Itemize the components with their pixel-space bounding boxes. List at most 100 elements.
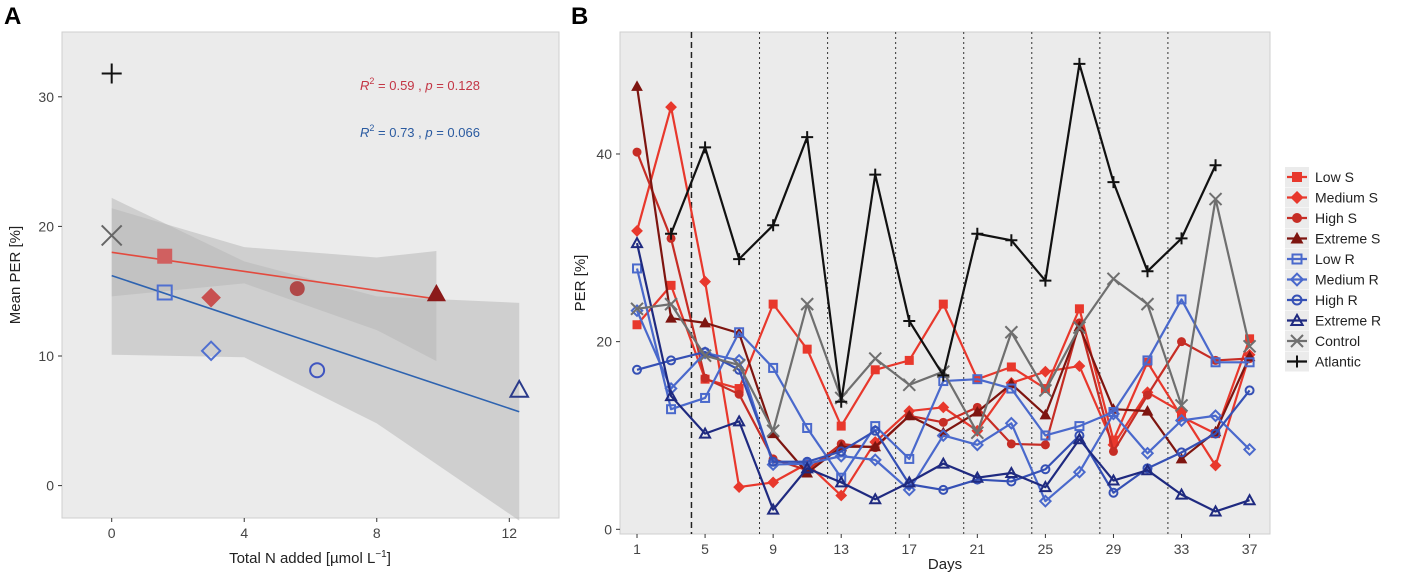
series-medium-r bbox=[630, 304, 1257, 508]
point-extreme-r bbox=[508, 378, 530, 398]
point-control bbox=[1004, 325, 1019, 339]
x-tick-label: 21 bbox=[970, 541, 986, 557]
x-tick-label: 17 bbox=[901, 541, 917, 557]
panel-a-x-ticks: 0 4 8 12 bbox=[108, 518, 517, 541]
point-control bbox=[902, 378, 916, 392]
point-control bbox=[1038, 383, 1053, 398]
point-low-r bbox=[700, 392, 711, 403]
point-extreme-r bbox=[834, 475, 848, 488]
legend-key-marker bbox=[1290, 334, 1304, 348]
legend-key-marker bbox=[1289, 312, 1305, 326]
point-medium-r bbox=[1140, 446, 1155, 460]
point-low-s bbox=[802, 344, 812, 354]
point-atlantic bbox=[1039, 274, 1052, 287]
point-extreme-s bbox=[631, 80, 643, 91]
point-medium-r bbox=[1004, 416, 1018, 430]
point-extreme-s bbox=[971, 405, 984, 417]
legend-label: Extreme S bbox=[1315, 231, 1380, 247]
point-medium-s bbox=[767, 476, 780, 489]
panel-a-confidence-bands bbox=[111, 197, 520, 521]
point-atlantic bbox=[971, 227, 984, 240]
legend-key-marker bbox=[1292, 213, 1302, 223]
x-tick-label: 5 bbox=[701, 541, 709, 557]
point-high-r bbox=[309, 362, 326, 379]
point-control bbox=[868, 351, 882, 366]
point-low-r bbox=[972, 374, 983, 385]
point-control bbox=[732, 358, 746, 372]
point-high-r bbox=[1210, 428, 1221, 439]
point-medium-s bbox=[1209, 459, 1222, 472]
point-control bbox=[1208, 192, 1223, 206]
point-low-r bbox=[1006, 383, 1017, 394]
point-high-s bbox=[1040, 440, 1050, 450]
point-control bbox=[800, 297, 814, 311]
point-atlantic bbox=[1209, 159, 1222, 172]
point-medium-r bbox=[1242, 442, 1257, 457]
legend-item-high-s: High S bbox=[1285, 208, 1357, 228]
annotation-r-r2: = 0.73 , bbox=[374, 125, 425, 140]
point-high-s bbox=[700, 373, 710, 383]
panel-b-background bbox=[619, 31, 1271, 535]
point-atlantic bbox=[801, 131, 814, 144]
series-line-high-r bbox=[636, 350, 1251, 494]
legend-item-high-r: High R bbox=[1285, 290, 1358, 310]
point-control bbox=[698, 349, 712, 363]
x-tick-label: 25 bbox=[1038, 541, 1054, 557]
point-atlantic bbox=[767, 219, 780, 232]
point-medium-s bbox=[937, 401, 950, 414]
point-low-r bbox=[1210, 357, 1221, 368]
point-control bbox=[100, 224, 123, 247]
x-tick-label: 4 bbox=[240, 525, 248, 541]
point-low-r bbox=[1074, 421, 1085, 432]
point-extreme-r bbox=[664, 389, 678, 402]
point-atlantic bbox=[1141, 265, 1154, 278]
point-low-r bbox=[904, 453, 915, 464]
point-high-r bbox=[938, 484, 949, 495]
point-low-r bbox=[1142, 355, 1153, 366]
legend-key-marker bbox=[1291, 355, 1303, 368]
point-medium-r bbox=[1208, 409, 1223, 423]
point-high-r bbox=[836, 446, 847, 457]
point-extreme-r bbox=[698, 426, 712, 439]
point-atlantic bbox=[1005, 234, 1018, 247]
point-atlantic bbox=[1175, 232, 1188, 245]
point-high-s bbox=[734, 389, 744, 399]
y-tick-label: 20 bbox=[596, 334, 612, 350]
point-control bbox=[630, 302, 644, 316]
point-atlantic bbox=[1073, 57, 1086, 70]
point-medium-r bbox=[1106, 407, 1121, 421]
point-high-s bbox=[1177, 337, 1187, 347]
panel-b-series bbox=[630, 57, 1257, 517]
point-low-s bbox=[1074, 304, 1084, 314]
legend-key-marker bbox=[1290, 231, 1304, 244]
point-extreme-s bbox=[1141, 405, 1154, 416]
legend-item-medium-s: Medium S bbox=[1285, 187, 1378, 208]
legend-item-control: Control bbox=[1285, 331, 1360, 351]
point-high-r bbox=[768, 456, 779, 467]
point-medium-s bbox=[1039, 365, 1052, 378]
point-high-r bbox=[1108, 487, 1119, 498]
point-extreme-r bbox=[1106, 473, 1121, 486]
point-extreme-r bbox=[1140, 463, 1155, 476]
x-tick-label: 9 bbox=[769, 541, 777, 557]
legend-item-atlantic: Atlantic bbox=[1285, 351, 1361, 372]
point-extreme-r bbox=[630, 236, 644, 249]
panel-a-y-axis-label: Mean PER [%] bbox=[7, 226, 24, 324]
point-control bbox=[970, 425, 985, 440]
point-control bbox=[1106, 272, 1121, 286]
panel-b-vertical-lines bbox=[690, 32, 1169, 534]
annotation-s-r-sup: 2 bbox=[369, 76, 374, 86]
annotation-s-p-symbol: p bbox=[424, 78, 432, 93]
point-high-s bbox=[1006, 439, 1016, 449]
point-high-r bbox=[632, 364, 643, 375]
panel-b-y-axis-label: PER [%] bbox=[572, 255, 589, 312]
point-extreme-s bbox=[869, 440, 882, 452]
point-extreme-s bbox=[903, 409, 916, 421]
point-low-r bbox=[802, 422, 813, 433]
legend-item-medium-r: Medium R bbox=[1285, 269, 1379, 290]
x-tick-label: 0 bbox=[108, 525, 116, 541]
legend-key-marker bbox=[1291, 253, 1303, 265]
point-extreme-r bbox=[1072, 432, 1087, 445]
fit-line-r bbox=[111, 274, 520, 413]
